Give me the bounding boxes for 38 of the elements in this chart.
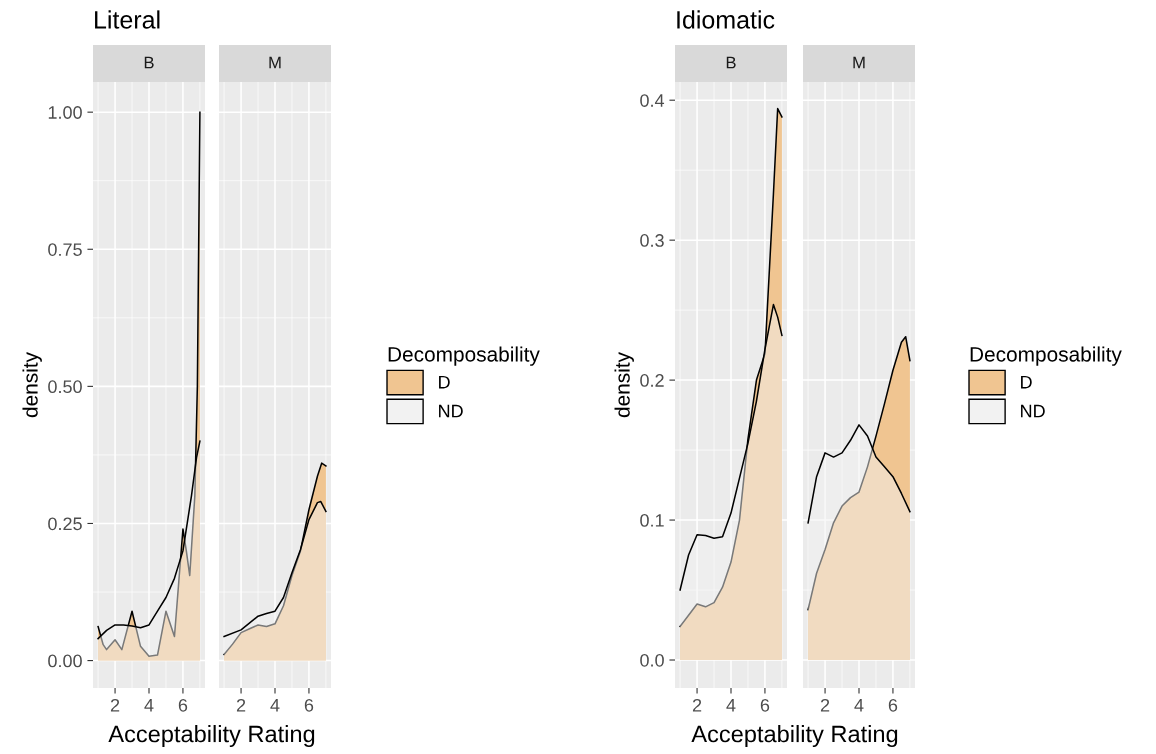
y-tick-label: 0.75 xyxy=(48,243,82,256)
x-tick-label: 2 xyxy=(110,698,120,712)
chart-title: Literal xyxy=(95,10,160,29)
y-tick-label: 0.2 xyxy=(640,374,664,387)
chart-title: Idiomatic xyxy=(677,10,775,29)
x-tick-label: 6 xyxy=(304,698,314,712)
legend-label: ND xyxy=(439,404,463,418)
y-tick-label: 0.4 xyxy=(640,94,665,107)
legend-label: D xyxy=(439,375,450,389)
legend-label: D xyxy=(1021,375,1032,389)
x-axis-title: Acceptability Rating xyxy=(691,724,898,748)
x-tick-label: 2 xyxy=(236,698,246,712)
chart-subtitle: M xyxy=(269,56,281,69)
y-tick-label: 0.3 xyxy=(640,234,664,247)
x-tick-label: 4 xyxy=(854,699,864,712)
y-tick-label: 1.00 xyxy=(48,106,82,119)
legend-title: Decomposability xyxy=(388,346,540,366)
x-tick-label: 6 xyxy=(760,698,770,712)
legend-title: Decomposability xyxy=(970,346,1122,366)
x-tick-label: 4 xyxy=(144,699,154,712)
y-tick-label: 0.00 xyxy=(48,654,82,668)
chart-subtitle: B xyxy=(144,56,154,69)
x-tick-label: 4 xyxy=(726,699,736,712)
y-tick-label: 0.1 xyxy=(640,513,664,527)
x-tick-label: 2 xyxy=(820,698,830,712)
x-tick-label: 6 xyxy=(178,698,188,712)
x-tick-label: 4 xyxy=(270,699,280,712)
legend-label: ND xyxy=(1021,404,1045,418)
x-axis-title: Acceptability Rating xyxy=(108,724,315,748)
y-tick-label: 0.50 xyxy=(48,380,82,394)
y-axis-title: density xyxy=(614,352,634,418)
y-axis-title: density xyxy=(22,352,42,418)
x-tick-label: 6 xyxy=(888,698,898,712)
x-tick-label: 2 xyxy=(692,698,702,712)
chart-subtitle: B xyxy=(726,56,736,69)
y-tick-label: 0.25 xyxy=(48,517,82,531)
y-tick-label: 0.0 xyxy=(640,653,664,667)
chart-subtitle: M xyxy=(853,56,865,69)
